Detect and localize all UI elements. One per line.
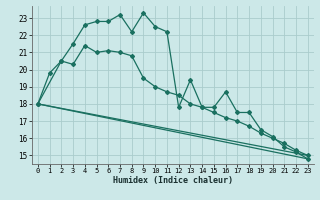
X-axis label: Humidex (Indice chaleur): Humidex (Indice chaleur) (113, 176, 233, 185)
